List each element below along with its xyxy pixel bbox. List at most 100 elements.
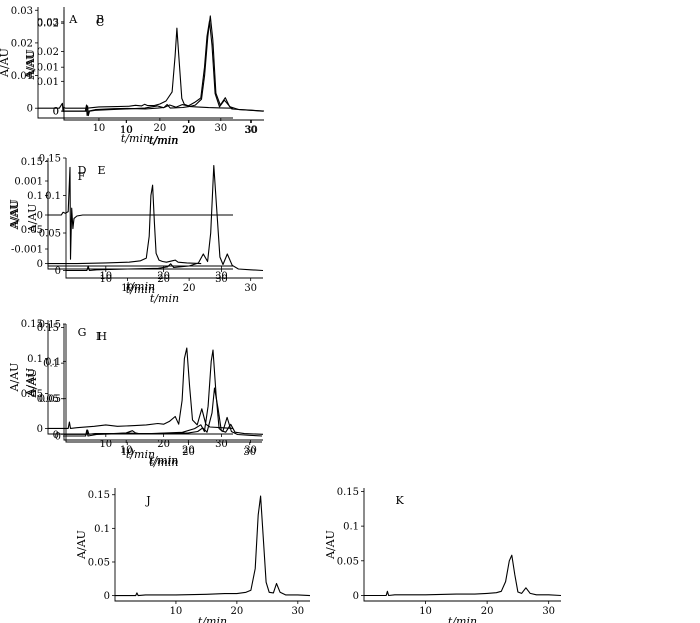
axis-frame xyxy=(63,7,264,121)
x-tick-label: 10 xyxy=(99,274,112,285)
x-axis-title: t/min xyxy=(126,283,155,296)
y-tick-label: 0.15 xyxy=(21,319,43,330)
x-tick-label: 10 xyxy=(120,445,133,456)
x-axis-title: t/min xyxy=(126,448,155,461)
y-tick-label: 0.15 xyxy=(21,157,43,168)
axis-frame xyxy=(47,158,233,270)
y-tick-label: 0.1 xyxy=(27,191,43,202)
y-tick-label: 0 xyxy=(37,259,43,270)
y-tick-label: 0 xyxy=(55,432,61,443)
x-tick-label: 10 xyxy=(170,606,183,617)
y-tick-label: 0.03 xyxy=(37,17,59,28)
y-tick-label: 0.05 xyxy=(37,394,59,405)
panel-label: H xyxy=(97,330,107,343)
y-axis-title: A/AU xyxy=(26,369,39,399)
panel-g: 10 20 30 0 0.05 0.1 0.15 Gt/min A/AU xyxy=(8,319,234,461)
axis-frame xyxy=(65,158,263,279)
chromatogram-trace xyxy=(64,387,264,435)
y-tick-label: 0.01 xyxy=(11,71,33,82)
axis-frame xyxy=(65,324,262,443)
x-tick-label: 30 xyxy=(243,447,256,458)
y-tick-label: 0.01 xyxy=(37,63,59,74)
y-tick-label: 0.01 xyxy=(37,77,59,88)
x-tick-label: 10 xyxy=(419,606,432,617)
panel-label: K xyxy=(396,494,405,507)
x-tick-label: 20 xyxy=(182,125,195,136)
panel-b: 10 20 30 0 0.01 0.02 0.03 Bt/min A/AU xyxy=(24,7,265,147)
y-axis-title: A/AU xyxy=(8,199,21,229)
x-tick-label: 10 xyxy=(121,447,134,458)
y-axis-title: A/AU xyxy=(8,201,21,231)
y-tick-label: 0 xyxy=(53,107,59,118)
x-axis-title: t/min xyxy=(126,280,155,293)
y-tick-label: 0.1 xyxy=(43,359,59,370)
y-axis-title: A/AU xyxy=(26,204,39,234)
y-tick-label: 0 xyxy=(27,104,33,115)
x-tick-label: 30 xyxy=(244,445,257,456)
x-tick-label: 20 xyxy=(182,447,195,458)
chromatogram-trace xyxy=(64,20,264,117)
panel-d: 10 20 30 0 0.05 0.1 0.15 Dt/min A/AU xyxy=(8,157,233,296)
panel-label: I xyxy=(96,330,100,343)
y-tick-label: 0.05 xyxy=(39,229,61,240)
x-tick-label: 10 xyxy=(120,125,133,136)
panel-label: B xyxy=(96,13,104,26)
x-tick-label: 20 xyxy=(157,274,170,285)
y-axis-title: A/AU xyxy=(24,49,37,79)
y-tick-label: 0.15 xyxy=(39,320,61,331)
x-axis-title: t/min xyxy=(121,132,150,145)
x-tick-label: 30 xyxy=(214,123,227,134)
chromatogram-trace xyxy=(115,495,311,597)
y-tick-label: 0 xyxy=(353,591,359,602)
panel-h: 10 20 30 0 0.05 0.1 0.15 Ht/min A/AU xyxy=(26,320,263,469)
y-axis-title: A/AU xyxy=(24,368,37,398)
axis-frame xyxy=(63,324,263,441)
y-tick-label: 0 xyxy=(53,430,59,441)
y-axis-title: A/AU xyxy=(324,530,337,560)
axis-frame xyxy=(47,320,233,435)
y-tick-label: 0.15 xyxy=(39,154,61,165)
y-tick-label: 0.001 xyxy=(14,177,43,188)
x-tick-label: 30 xyxy=(215,274,228,285)
y-tick-label: 0 xyxy=(37,424,43,435)
x-tick-label: 30 xyxy=(245,125,258,136)
x-tick-label: 30 xyxy=(542,606,555,617)
x-tick-label: 10 xyxy=(99,439,112,450)
axis-frame xyxy=(47,164,233,267)
x-tick-label: 20 xyxy=(157,271,170,282)
panel-e: 10 20 30 0 0.05 0.1 0.15 Et/min A/AU xyxy=(26,154,264,305)
x-axis-title: t/min xyxy=(149,454,178,467)
chromatogram-trace xyxy=(66,164,264,272)
x-tick-label: 20 xyxy=(182,445,195,456)
x-tick-label: 30 xyxy=(215,271,228,282)
x-tick-label: 10 xyxy=(93,123,106,134)
x-axis-title: t/min xyxy=(149,456,178,469)
y-tick-label: 0.15 xyxy=(337,487,359,498)
y-tick-label: 0.03 xyxy=(11,6,33,17)
x-axis-title: t/min xyxy=(150,292,179,305)
x-tick-label: 20 xyxy=(231,606,244,617)
axis-frame xyxy=(114,488,310,602)
y-tick-label: 0.05 xyxy=(21,389,43,400)
y-tick-label: 0.1 xyxy=(94,524,110,535)
y-tick-label: 0.02 xyxy=(11,38,33,49)
panel-j: 10 20 30 0 0.05 0.1 0.15 Jt/min A/AU xyxy=(75,488,311,623)
y-tick-label: 0.05 xyxy=(21,225,43,236)
x-tick-label: 30 xyxy=(244,283,257,294)
panel-label: A xyxy=(68,13,78,26)
axis-frame xyxy=(63,10,263,121)
y-tick-label: 0 xyxy=(53,107,59,118)
panel-i: 10 20 30 0 0.05 0.1 0.15 It/min A/AU xyxy=(24,323,264,467)
panel-f: 10 20 30 -0.001 0 0.001 Ft/min A/AU xyxy=(8,164,233,293)
x-tick-label: 20 xyxy=(154,123,167,134)
x-tick-label: 20 xyxy=(481,606,494,617)
y-tick-label: 0.1 xyxy=(45,191,61,202)
y-tick-label: -0.001 xyxy=(11,245,43,256)
chromatogram-trace xyxy=(48,166,233,260)
y-tick-label: 0 xyxy=(55,266,61,277)
y-axis-title: A/AU xyxy=(24,51,37,81)
x-tick-label: 20 xyxy=(183,283,196,294)
y-tick-label: 0.1 xyxy=(45,357,61,368)
y-tick-label: 0.02 xyxy=(37,47,59,58)
